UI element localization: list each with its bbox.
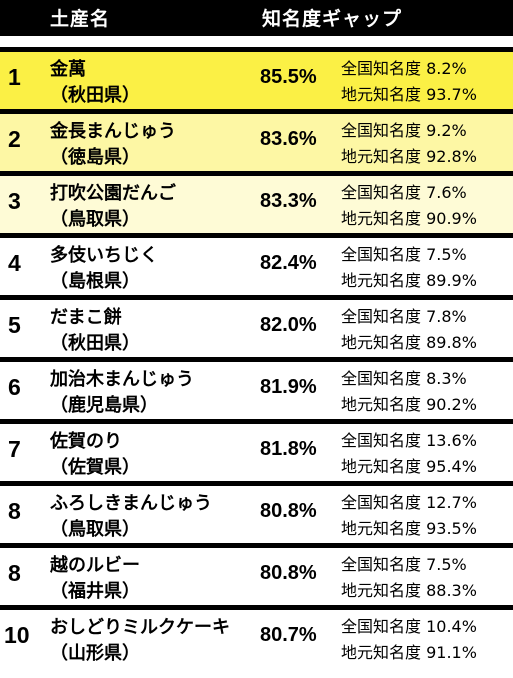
prefecture: （徳島県） [50,147,140,168]
souvenir-name: 加治木まんじゅう [50,369,194,390]
prefecture: （山形県） [50,643,140,664]
national-awareness: 全国知名度 13.6% [341,431,477,450]
local-awareness: 地元知名度 91.1% [341,643,477,662]
prefecture: （佐賀県） [50,457,140,478]
national-awareness: 全国知名度 7.5% [341,245,467,264]
rank-number: 8 [8,498,21,524]
souvenir-name: 金萬 [50,59,86,80]
rank-number: 5 [8,312,21,338]
local-awareness: 地元知名度 93.7% [341,85,477,104]
header-gap-label: 知名度ギャップ [262,8,403,30]
header-name-label: 土産名 [50,8,111,30]
row-divider [0,233,513,238]
national-awareness: 全国知名度 7.8% [341,307,467,326]
row-divider [0,171,513,176]
local-awareness: 地元知名度 92.8% [341,147,477,166]
row-divider [0,357,513,362]
row-divider [0,543,513,548]
awareness-gap: 80.8% [260,500,317,522]
national-awareness: 全国知名度 10.4% [341,617,477,636]
rank-number: 10 [4,622,30,648]
rank-number: 1 [8,64,21,90]
table-header: 土産名 知名度ギャップ [0,0,513,36]
national-awareness: 全国知名度 7.5% [341,555,467,574]
souvenir-name: 多伎いちじく [50,245,158,266]
row-divider [0,481,513,486]
row-divider [0,109,513,114]
table-row: 6 加治木まんじゅう （鹿児島県） 81.9% 全国知名度 8.3% 地元知名度 90.2… [0,362,513,419]
prefecture: （鳥取県） [50,209,140,230]
table-row: 7 佐賀のり （佐賀県） 81.8% 全国知名度 13.6% 地元知名度 95.4% [0,424,513,481]
prefecture: （鳥取県） [50,519,140,540]
table-row: 4 多伎いちじく （島根県） 82.4% 全国知名度 7.5% 地元知名度 89.9% [0,238,513,295]
table-row: 3 打吹公園だんご （鳥取県） 83.3% 全国知名度 7.6% 地元知名度 90.9% [0,176,513,233]
souvenir-name: 打吹公園だんご [50,183,176,204]
awareness-gap: 82.0% [260,314,317,336]
table-row: 8 ふろしきまんじゅう （鳥取県） 80.8% 全国知名度 12.7% 地元知名度 93.… [0,486,513,543]
local-awareness: 地元知名度 89.9% [341,271,477,290]
souvenir-name: 越のルビー [50,555,140,576]
national-awareness: 全国知名度 8.3% [341,369,467,388]
table-row: 10 おしどりミルクケーキ （山形県） 80.7% 全国知名度 10.4% 地元知名度 9… [0,610,513,667]
awareness-gap: 83.6% [260,128,317,150]
rank-number: 4 [8,250,21,276]
awareness-gap: 80.7% [260,624,317,646]
header-spacer [0,36,513,47]
prefecture: （島根県） [50,271,140,292]
souvenir-name: おしどりミルクケーキ [50,617,230,638]
awareness-gap: 81.8% [260,438,317,460]
table-row: 5 だまこ餅 （秋田県） 82.0% 全国知名度 7.8% 地元知名度 89.8% [0,300,513,357]
national-awareness: 全国知名度 7.6% [341,183,467,202]
local-awareness: 地元知名度 89.8% [341,333,477,352]
local-awareness: 地元知名度 93.5% [341,519,477,538]
local-awareness: 地元知名度 95.4% [341,457,477,476]
rank-number: 6 [8,374,21,400]
awareness-gap: 80.8% [260,562,317,584]
rank-number: 2 [8,126,21,152]
row-divider [0,295,513,300]
rank-number: 8 [8,560,21,586]
table-row: 8 越のルビー （福井県） 80.8% 全国知名度 7.5% 地元知名度 88.3% [0,548,513,605]
prefecture: （秋田県） [50,333,140,354]
national-awareness: 全国知名度 9.2% [341,121,467,140]
header-rule [0,47,513,52]
national-awareness: 全国知名度 12.7% [341,493,477,512]
souvenir-name: ふろしきまんじゅう [50,493,212,514]
table-row: 1 金萬 （秋田県） 85.5% 全国知名度 8.2% 地元知名度 93.7% [0,52,513,109]
awareness-gap: 81.9% [260,376,317,398]
row-divider [0,605,513,610]
row-divider [0,419,513,424]
local-awareness: 地元知名度 88.3% [341,581,477,600]
local-awareness: 地元知名度 90.2% [341,395,477,414]
souvenir-name: だまこ餅 [50,307,122,328]
prefecture: （鹿児島県） [50,395,158,416]
rank-number: 3 [8,188,21,214]
prefecture: （福井県） [50,581,140,602]
awareness-gap: 83.3% [260,190,317,212]
awareness-gap: 85.5% [260,66,317,88]
awareness-gap: 82.4% [260,252,317,274]
rank-number: 7 [8,436,21,462]
table-row: 2 金長まんじゅう （徳島県） 83.6% 全国知名度 9.2% 地元知名度 92.8% [0,114,513,171]
souvenir-name: 金長まんじゅう [50,121,176,142]
prefecture: （秋田県） [50,85,140,106]
souvenir-name: 佐賀のり [50,431,122,452]
national-awareness: 全国知名度 8.2% [341,59,467,78]
local-awareness: 地元知名度 90.9% [341,209,477,228]
